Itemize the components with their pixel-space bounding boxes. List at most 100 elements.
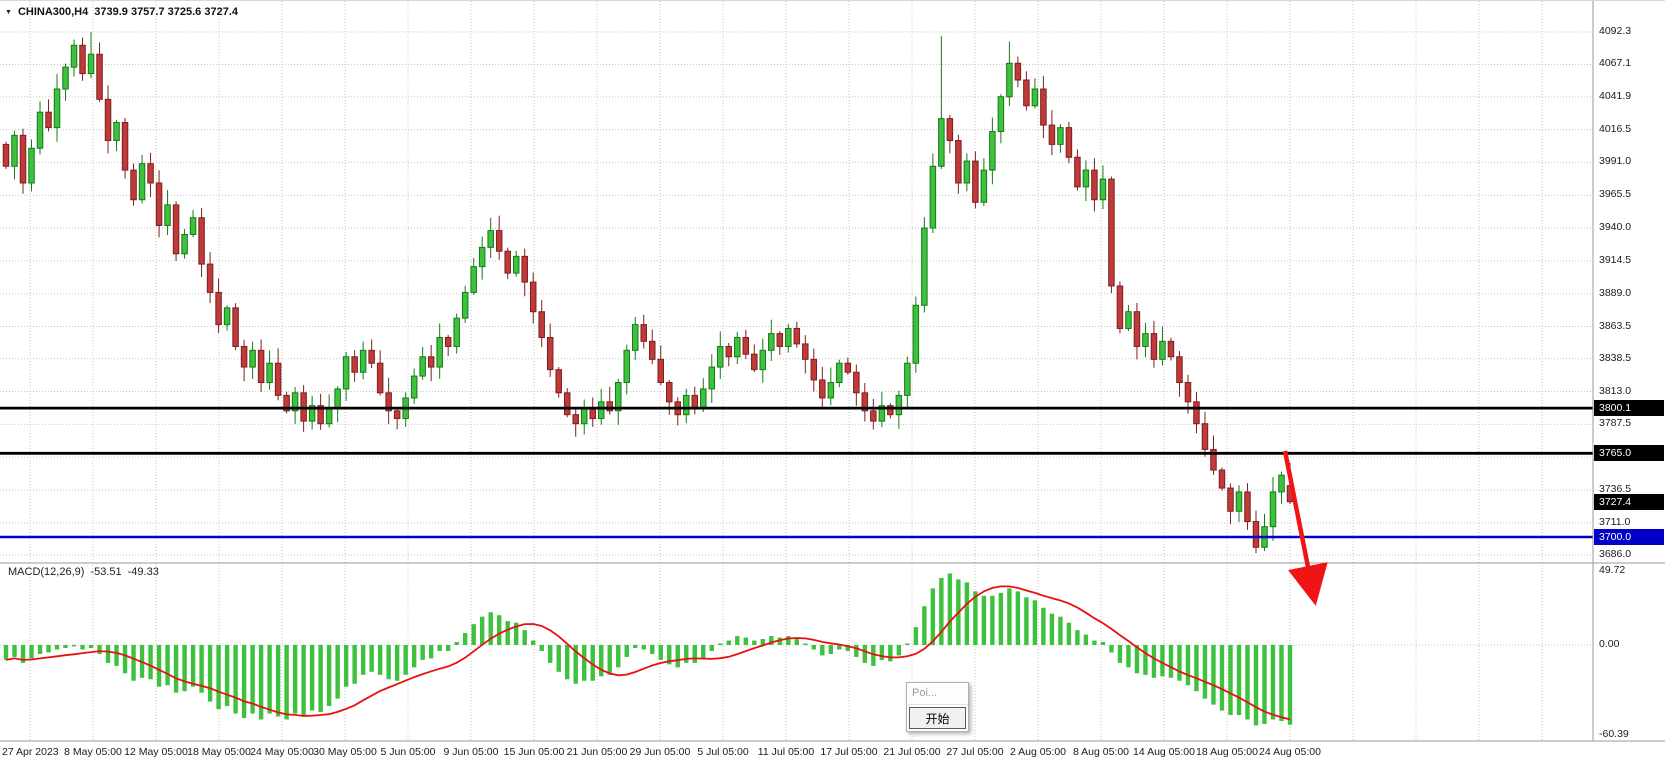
candle [751, 344, 758, 373]
macd-bar [1058, 616, 1063, 645]
candle [827, 367, 835, 406]
candle [1048, 110, 1056, 156]
price-tick-label: 4067.1 [1599, 57, 1632, 70]
macd-bar [173, 645, 179, 693]
macd-bar [888, 645, 893, 662]
candle [1116, 281, 1124, 334]
candle [257, 339, 265, 393]
candle [785, 323, 792, 353]
trend-arrow[interactable] [1282, 450, 1328, 606]
price-tick-label: 3711.0 [1599, 515, 1631, 528]
price-axis[interactable]: 4092.3 4067.1 4041.9 4016.5 3991.0 3965.5 3940… [1593, 1, 1665, 765]
macd-bar [114, 645, 119, 666]
time-tick-label: 8 May 05:00 [64, 746, 122, 758]
macd-bar [54, 645, 60, 650]
candle [1074, 149, 1081, 191]
macd-bar [258, 645, 264, 720]
macd-bar [437, 645, 442, 651]
grid [0, 1, 1593, 741]
price-tick-label: 3991.0 [1599, 155, 1632, 168]
macd-bar [411, 645, 417, 668]
candle [368, 339, 375, 369]
macd-bar [922, 606, 927, 645]
candle [1269, 476, 1277, 541]
candle [478, 236, 486, 280]
quote-ohlc-label: 3739.9 3757.7 3725.6 3727.4 [94, 6, 238, 18]
macd-bar [794, 639, 800, 645]
symbol-period-label: CHINA300,H4 [17, 6, 89, 18]
macd-tick-label: -60.39 [1599, 727, 1629, 740]
time-axis[interactable]: 27 Apr 2023 8 May 05:00 12 May 05:00 18 May… [0, 741, 1593, 765]
macd-bar [12, 645, 17, 657]
candle [683, 388, 690, 424]
macd-bar [471, 624, 476, 645]
price-tick-label: 3686.0 [1599, 548, 1632, 560]
candle [614, 378, 622, 425]
candle [2, 141, 10, 169]
candle [351, 350, 358, 382]
macd-bar [1049, 613, 1055, 645]
candle [929, 153, 937, 233]
candle [666, 379, 673, 415]
macd-bar [377, 645, 383, 675]
indicator-signal-value: -49.33 [127, 566, 159, 578]
macd-bar [990, 595, 995, 645]
candle [768, 319, 775, 362]
candle [28, 139, 35, 192]
macd-bar [275, 645, 281, 717]
candle [1014, 56, 1022, 88]
macd-bar [428, 645, 434, 659]
symbol-dropdown-icon[interactable]: ▼ [5, 8, 12, 16]
candle [1227, 483, 1234, 525]
candle [291, 387, 299, 424]
candle [980, 158, 988, 207]
price-level-badge: 3765.0 [1594, 445, 1664, 462]
macd-bar [420, 645, 425, 660]
macd-bar [539, 645, 544, 651]
start-button[interactable]: 开始 [909, 707, 966, 729]
popup-text: Poi... [907, 683, 968, 705]
macd-bar [837, 645, 842, 650]
macd-bar [1032, 600, 1038, 645]
time-tick-label: 24 May 05:00 [250, 746, 314, 758]
macd-bar [1185, 645, 1191, 686]
macd-bar [1160, 645, 1165, 677]
macd-bar [590, 645, 595, 681]
candle [887, 403, 894, 419]
candle [717, 331, 724, 379]
macd-tick-label: 0.00 [1599, 638, 1620, 650]
macd-bar [1015, 591, 1021, 645]
macd-bar [233, 645, 238, 714]
macd-bar [1126, 645, 1131, 668]
macd-bar [854, 645, 859, 657]
candle [11, 130, 18, 180]
macd-bar [1134, 645, 1140, 674]
candle [1176, 351, 1183, 397]
macd-bar [1024, 597, 1029, 645]
candle [1193, 392, 1200, 434]
price-level-badge: 3700.0 [1594, 528, 1664, 545]
candle [1057, 124, 1064, 153]
macd-bar [633, 645, 638, 648]
macd-bar [1202, 645, 1208, 699]
candle [427, 344, 435, 382]
candle [1091, 158, 1098, 212]
candle [189, 210, 197, 238]
candle [997, 94, 1005, 144]
macd-bar [650, 645, 655, 654]
time-tick-label: 9 Jun 05:00 [443, 746, 499, 758]
candle [861, 383, 869, 422]
candle [155, 170, 163, 238]
macd-bar [548, 645, 553, 663]
macd-bar [964, 582, 970, 645]
time-tick-label: 17 Jul 05:00 [820, 746, 878, 758]
macd-bar [216, 645, 221, 710]
price-tick-label: 3863.5 [1599, 319, 1632, 332]
macd-bar [462, 633, 468, 645]
candle [1218, 467, 1226, 491]
macd-bar [718, 643, 723, 645]
candle [70, 39, 78, 77]
macd-bar [1279, 645, 1284, 721]
candle [1252, 510, 1260, 554]
